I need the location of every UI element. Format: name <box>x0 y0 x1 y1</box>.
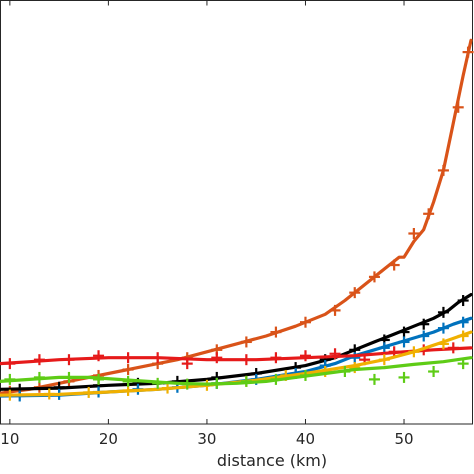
data-point-marker <box>462 46 474 58</box>
series-layer <box>0 38 474 402</box>
data-point-marker <box>152 377 164 389</box>
x-tick-label: 20 <box>99 430 118 448</box>
data-point-marker <box>122 352 134 364</box>
data-point-marker <box>437 306 449 318</box>
series-line <box>0 356 473 386</box>
data-point-marker <box>428 366 440 378</box>
data-point-marker <box>152 352 164 364</box>
data-point-marker <box>408 346 420 358</box>
data-point-marker <box>270 373 282 385</box>
data-point-marker <box>4 373 16 385</box>
data-point-marker <box>93 350 105 362</box>
data-point-marker <box>452 101 464 113</box>
data-point-marker <box>299 369 311 381</box>
data-point-marker <box>457 330 469 342</box>
data-point-marker <box>378 354 390 366</box>
data-point-marker <box>398 371 410 383</box>
x-tick-label: 40 <box>296 430 315 448</box>
data-point-marker <box>329 348 341 360</box>
data-point-marker <box>368 373 380 385</box>
data-point-marker <box>408 227 420 239</box>
data-point-marker <box>4 389 16 401</box>
data-point-marker <box>93 373 105 385</box>
data-point-marker <box>211 377 223 389</box>
x-axis-ticks: 10 20 30 40 50 <box>0 0 414 448</box>
data-point-marker <box>299 316 311 328</box>
data-point-marker <box>368 271 380 283</box>
data-point-marker <box>457 316 469 328</box>
data-point-marker <box>299 350 311 362</box>
data-point-marker <box>423 208 435 220</box>
data-point-marker <box>122 375 134 387</box>
data-point-marker <box>181 358 193 370</box>
x-tick-label: 50 <box>394 430 413 448</box>
data-point-marker <box>447 342 459 354</box>
data-point-marker <box>349 352 361 364</box>
data-point-marker <box>398 326 410 338</box>
data-point-marker <box>388 259 400 271</box>
data-point-marker <box>437 164 449 176</box>
data-point-marker <box>240 375 252 387</box>
data-point-marker <box>122 364 134 376</box>
series-1 <box>0 38 474 397</box>
data-point-marker <box>398 336 410 348</box>
data-point-marker <box>63 354 75 366</box>
x-axis-label: distance (km) <box>217 451 327 470</box>
data-point-marker <box>349 287 361 299</box>
data-point-marker <box>240 336 252 348</box>
data-point-marker <box>211 352 223 364</box>
data-point-marker <box>83 386 95 398</box>
data-point-marker <box>349 362 361 374</box>
data-point-marker <box>43 388 55 400</box>
data-point-marker <box>63 371 75 383</box>
data-point-marker <box>33 371 45 383</box>
data-point-marker <box>4 358 16 370</box>
data-point-marker <box>162 382 174 394</box>
data-point-marker <box>329 304 341 316</box>
data-point-marker <box>240 354 252 366</box>
data-point-marker <box>181 378 193 390</box>
data-point-marker <box>437 338 449 350</box>
data-point-marker <box>457 295 469 307</box>
series-6 <box>0 356 473 390</box>
data-point-marker <box>457 358 469 370</box>
data-point-marker <box>270 352 282 364</box>
series-line <box>0 330 473 397</box>
data-point-marker <box>33 354 45 366</box>
x-tick-label: 10 <box>0 430 19 448</box>
data-point-marker <box>418 330 430 342</box>
data-point-marker <box>339 366 351 378</box>
data-point-marker <box>437 322 449 334</box>
data-point-marker <box>378 342 390 354</box>
data-point-marker <box>270 326 282 338</box>
data-point-marker <box>418 318 430 330</box>
x-tick-label: 30 <box>197 430 216 448</box>
